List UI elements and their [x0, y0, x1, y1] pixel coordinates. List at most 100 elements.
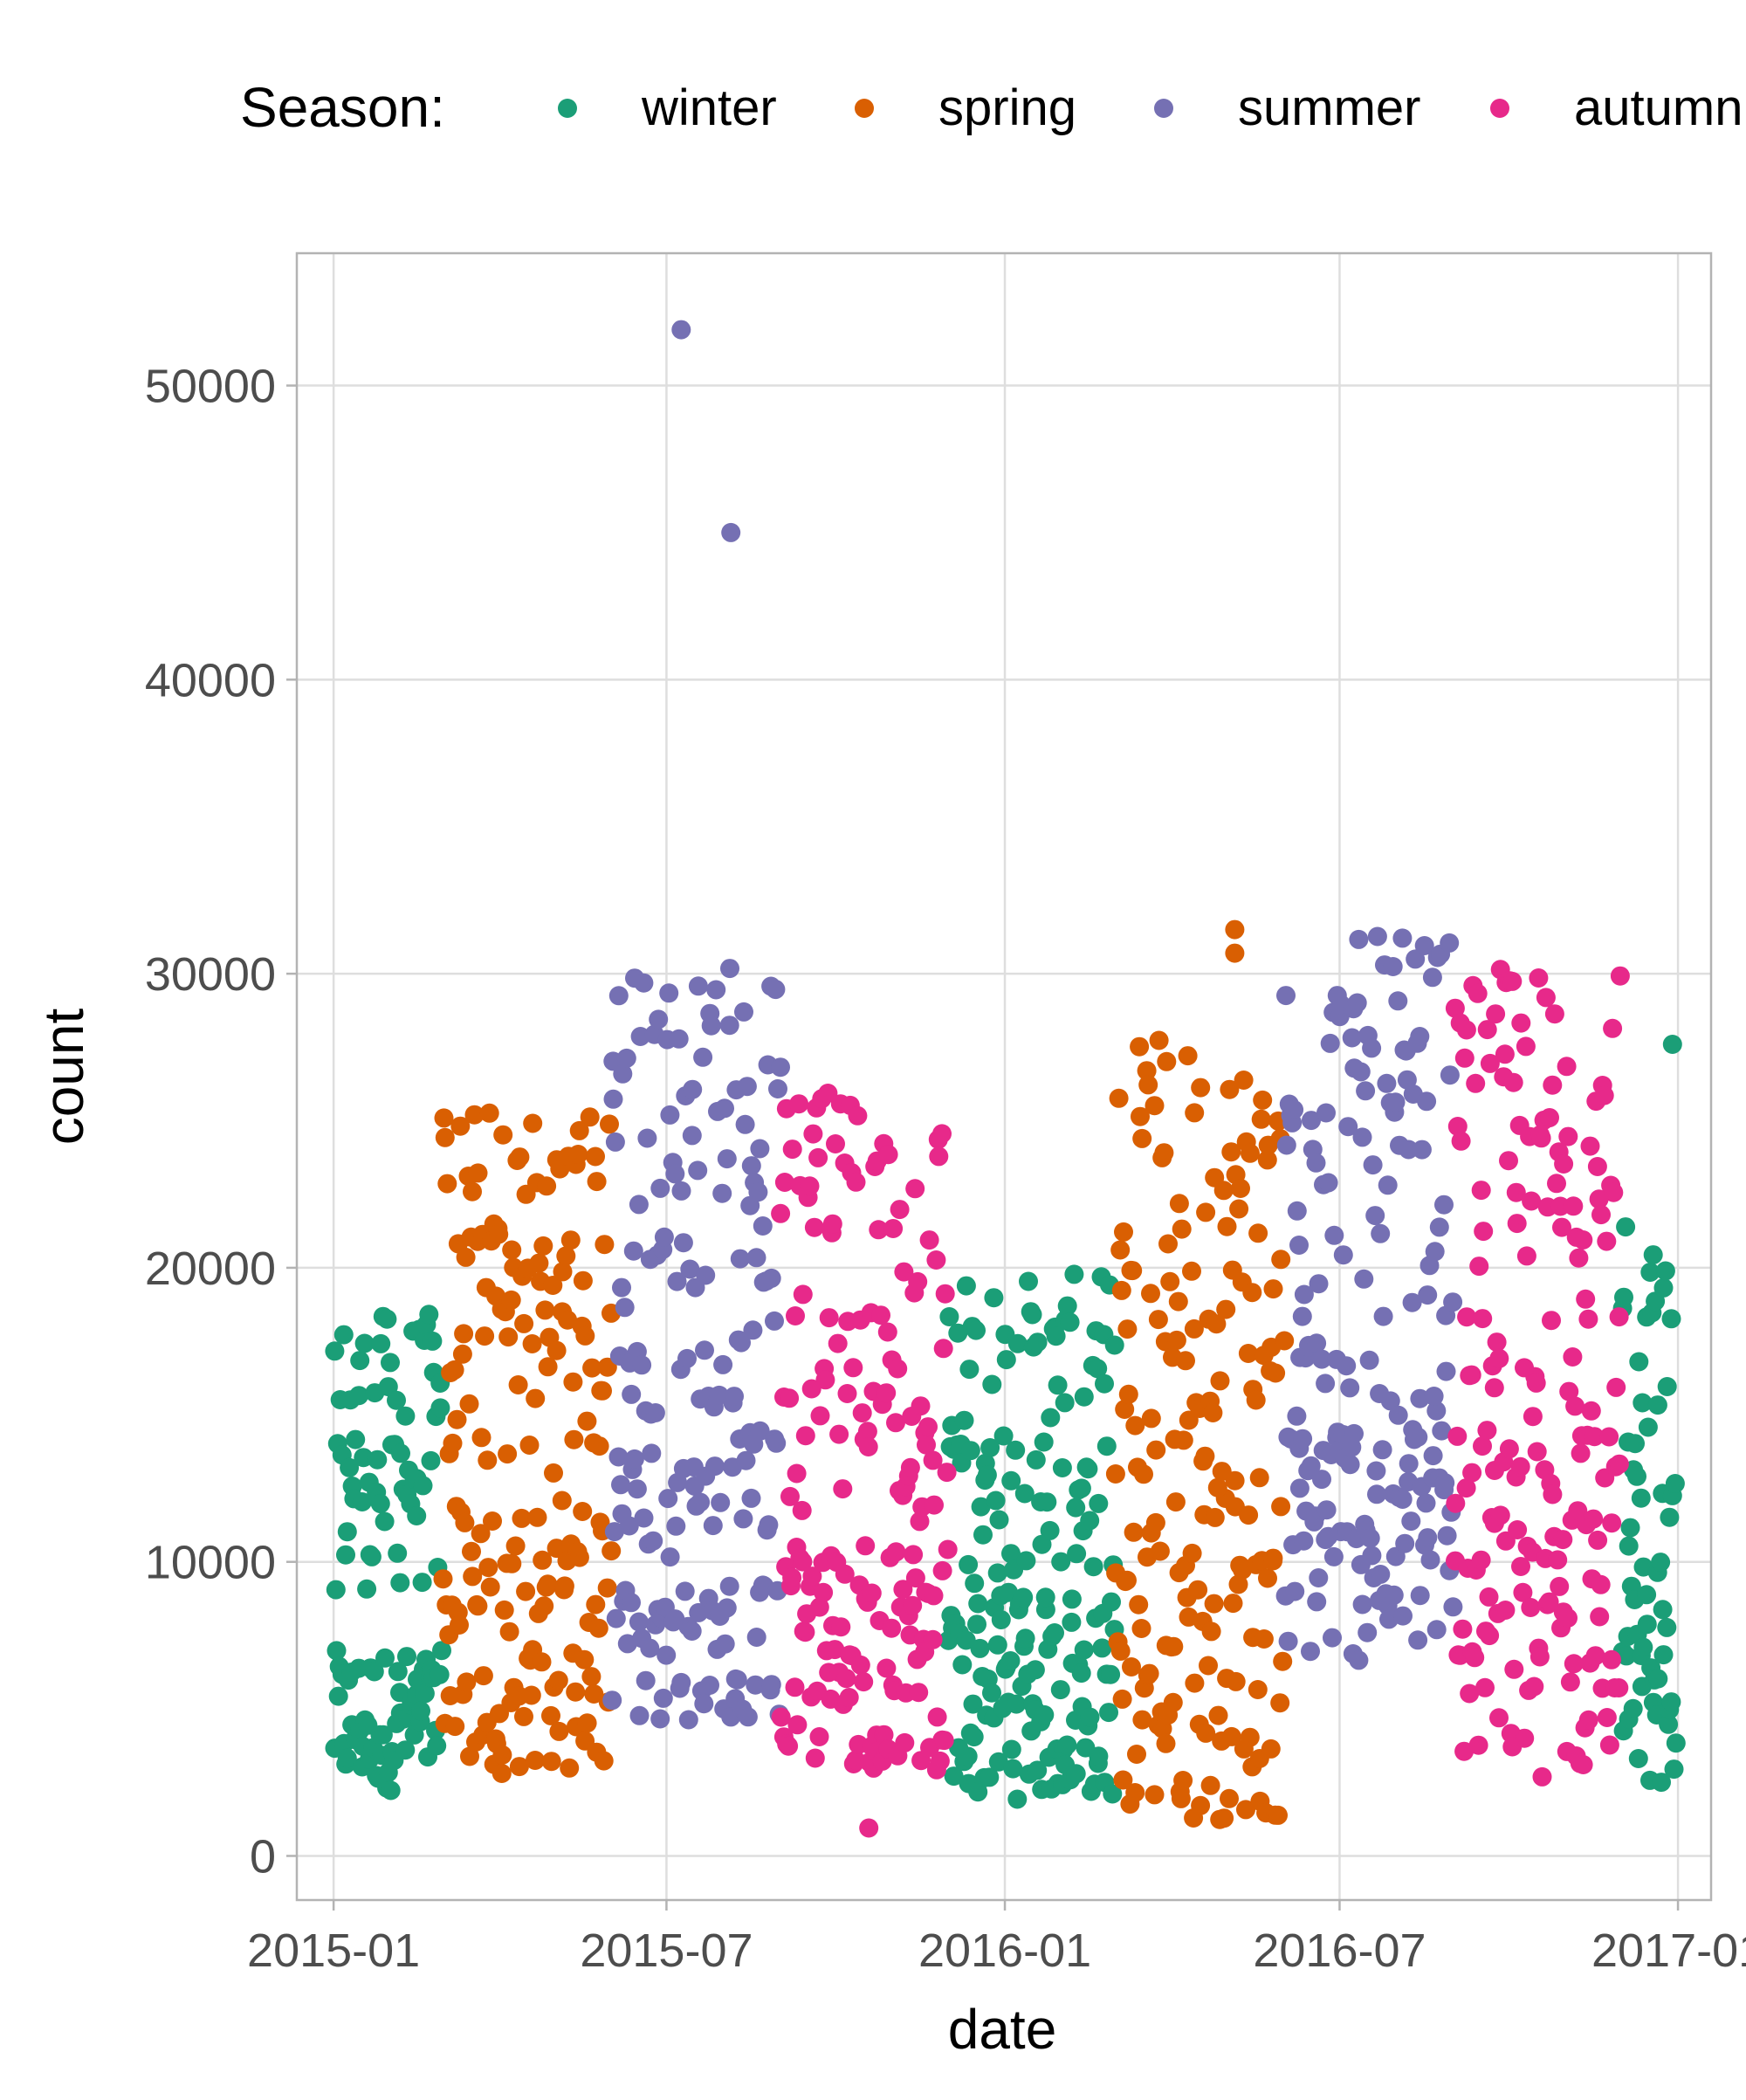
- point-spring: [456, 1247, 476, 1267]
- point-winter: [387, 1390, 406, 1410]
- point-spring: [1240, 1727, 1260, 1747]
- point-autumn: [1523, 1407, 1543, 1427]
- point-winter: [1638, 1417, 1658, 1437]
- point-winter: [991, 1610, 1011, 1629]
- point-spring: [1188, 1580, 1208, 1600]
- point-summer: [720, 959, 739, 979]
- point-autumn: [826, 1134, 845, 1153]
- point-winter: [982, 1374, 1002, 1394]
- point-summer: [1307, 1592, 1327, 1612]
- point-winter: [327, 1641, 347, 1661]
- point-autumn: [937, 1463, 957, 1483]
- point-winter: [1631, 1488, 1651, 1508]
- point-winter: [986, 1491, 1006, 1511]
- point-autumn: [1599, 1427, 1619, 1447]
- point-spring: [498, 1327, 519, 1347]
- point-spring: [1114, 1222, 1133, 1242]
- point-spring: [577, 1411, 597, 1431]
- point-spring: [1112, 1689, 1132, 1709]
- point-winter: [977, 1465, 997, 1485]
- point-summer: [1324, 1225, 1344, 1245]
- point-spring: [460, 1746, 479, 1766]
- point-summer: [629, 1195, 649, 1215]
- point-summer: [1378, 1175, 1398, 1195]
- point-summer: [719, 1016, 739, 1036]
- point-spring: [1148, 1310, 1168, 1330]
- point-autumn: [1557, 1057, 1577, 1077]
- point-autumn: [1610, 966, 1630, 986]
- point-autumn: [1564, 1654, 1584, 1674]
- point-winter: [939, 1307, 959, 1326]
- point-autumn: [1477, 1421, 1497, 1441]
- point-spring: [534, 1596, 554, 1616]
- point-autumn: [932, 1560, 952, 1580]
- point-spring: [541, 1705, 560, 1725]
- point-spring: [1117, 1319, 1138, 1339]
- legend: Season: winter spring summer autumn: [240, 76, 1743, 139]
- point-autumn: [857, 1422, 877, 1442]
- point-winter: [412, 1573, 432, 1593]
- point-autumn: [933, 1339, 953, 1359]
- point-autumn: [1477, 1020, 1497, 1040]
- point-summer: [1309, 1274, 1329, 1294]
- point-summer: [680, 1259, 700, 1279]
- point-winter: [1060, 1312, 1080, 1332]
- point-summer: [711, 1492, 731, 1512]
- point-autumn: [908, 1271, 928, 1291]
- point-autumn: [1536, 988, 1556, 1008]
- point-winter: [959, 1554, 979, 1574]
- point-winter: [1045, 1623, 1064, 1642]
- point-winter: [1653, 1600, 1673, 1620]
- point-spring: [597, 1357, 617, 1377]
- point-spring: [1130, 1036, 1150, 1057]
- point-winter: [415, 1683, 435, 1704]
- point-winter: [1633, 1637, 1653, 1657]
- point-autumn: [1569, 1248, 1589, 1268]
- point-spring: [586, 1594, 606, 1615]
- point-summer: [1293, 1429, 1313, 1449]
- point-winter: [325, 1341, 345, 1361]
- point-winter: [1083, 1557, 1103, 1577]
- point-summer: [1435, 1473, 1455, 1493]
- point-summer: [746, 1248, 766, 1268]
- point-summer: [733, 1509, 753, 1529]
- legend-title: Season:: [240, 76, 445, 139]
- point-winter: [980, 1438, 1000, 1457]
- point-spring: [1157, 1051, 1177, 1071]
- point-summer: [1410, 1388, 1430, 1408]
- point-spring: [1113, 1770, 1133, 1790]
- point-spring: [1231, 1179, 1250, 1198]
- point-summer: [1284, 1099, 1304, 1119]
- point-winter: [427, 1736, 447, 1756]
- point-spring: [584, 1684, 604, 1704]
- point-autumn: [771, 1203, 791, 1223]
- point-autumn: [771, 1707, 791, 1727]
- point-spring: [1251, 1109, 1271, 1129]
- point-autumn: [836, 1669, 856, 1689]
- point-winter: [388, 1543, 408, 1563]
- point-autumn: [1489, 1708, 1509, 1728]
- point-spring: [589, 1436, 609, 1456]
- point-summer: [667, 1271, 687, 1291]
- point-summer: [694, 1694, 714, 1714]
- point-winter: [1028, 1760, 1048, 1780]
- point-winter: [1062, 1612, 1082, 1632]
- point-spring: [468, 1596, 488, 1616]
- point-autumn: [1495, 1601, 1516, 1620]
- point-summer: [660, 1547, 680, 1567]
- point-autumn: [825, 1640, 845, 1660]
- point-winter: [1623, 1698, 1643, 1718]
- point-summer: [727, 1670, 747, 1690]
- point-autumn: [859, 1818, 879, 1838]
- point-summer: [1302, 1111, 1321, 1131]
- point-summer: [1443, 1597, 1463, 1617]
- point-autumn: [793, 1284, 813, 1305]
- point-autumn: [1564, 1196, 1584, 1216]
- point-autumn: [1469, 1257, 1489, 1277]
- point-spring: [535, 1300, 555, 1320]
- point-winter: [432, 1641, 451, 1661]
- point-autumn: [787, 1715, 808, 1735]
- point-spring: [1246, 1390, 1266, 1410]
- point-winter: [1080, 1511, 1100, 1531]
- point-summer: [629, 1612, 649, 1632]
